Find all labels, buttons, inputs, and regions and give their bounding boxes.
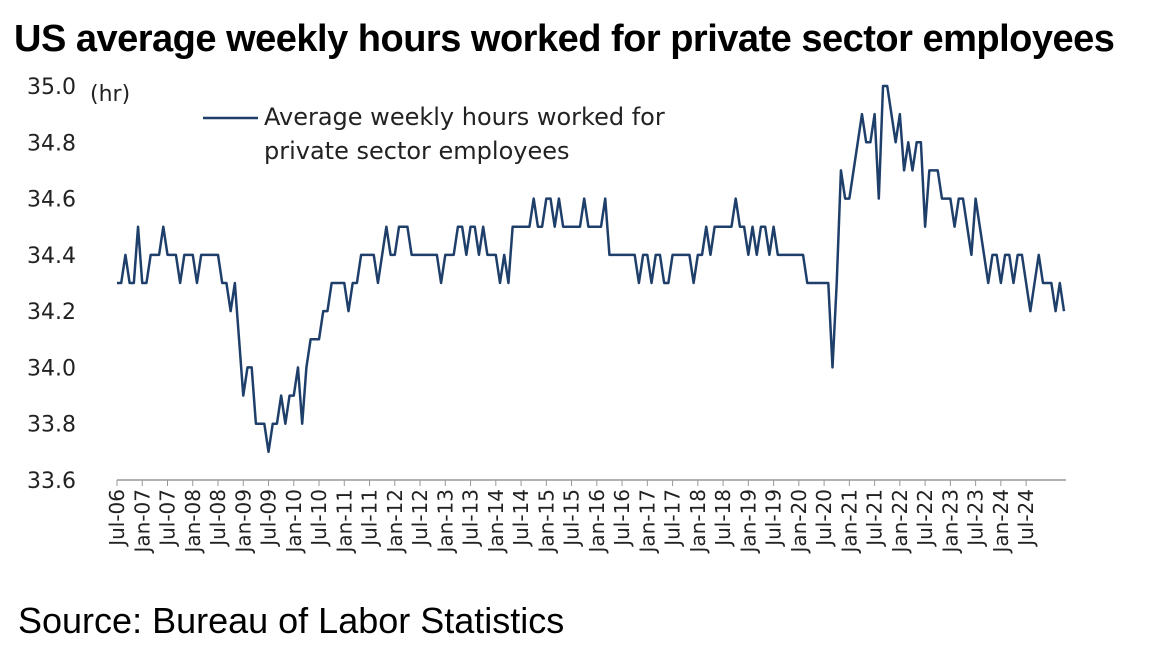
source-note: Source: Bureau of Labor Statistics [18,600,565,641]
x-tick-label: Jan-24 [989,489,1013,555]
y-tick-label: 33.6 [27,469,76,494]
x-tick-label: Jan-13 [433,489,457,555]
x-tick-label: Jul-23 [964,489,988,548]
x-tick-label: Jul-12 [408,489,432,548]
x-tick-label: Jul-15 [560,489,584,548]
x-tick-label: Jan-14 [484,489,508,555]
x-tick-label: Jul-10 [307,489,331,548]
x-axis: Jul-06 Jan-07 Jul-07 Jan-08 Jul-08 Jan-09 Jul-… [105,479,1066,555]
x-tick-label: Jul-08 [206,489,230,548]
x-tick-label: Jul-09 [257,489,281,548]
y-tick-label: 34.6 [27,188,76,213]
x-tick-label: Jan-07 [130,489,154,555]
x-tick-label: Jul-11 [358,489,382,548]
x-tick-label: Jan-15 [534,489,558,555]
x-tick-label: Jul-06 [105,489,129,548]
x-tick-label: Jan-18 [686,489,710,555]
x-tick-label: Jan-22 [888,489,912,555]
x-tick-label: Jul-13 [459,489,483,548]
x-tick-label: Jan-08 [181,489,205,555]
x-tick-label: Jan-10 [282,489,306,555]
legend: Average weekly hours worked for private … [203,103,665,165]
x-tick-label: Jan-19 [736,489,760,555]
y-tick-label: 35.0 [27,75,76,100]
x-tick-label: Jan-23 [938,489,962,555]
y-axis: 35.0 34.8 34.6 34.4 34.2 34.0 33.8 33.6 [27,75,76,494]
y-tick-label: 34.4 [27,244,76,269]
x-tick-label: Jul-17 [661,489,685,548]
x-tick-label: Jul-22 [913,489,937,548]
legend-label-line-1: Average weekly hours worked for [264,103,665,131]
x-tick-label: Jan-17 [635,489,659,555]
x-tick-label: Jan-11 [332,489,356,555]
x-tick-label: Jul-14 [509,489,533,548]
x-tick-label: Jan-21 [837,489,861,555]
x-tick-label: Jul-20 [812,489,836,548]
y-tick-label: 34.8 [27,131,76,156]
y-axis-unit-label: (hr) [90,82,130,107]
x-tick-label: Jan-20 [787,489,811,555]
series-line [117,84,1066,454]
x-tick-label: Jan-16 [585,489,609,555]
x-tick-label: Jul-21 [863,489,887,548]
legend-label-line-2: private sector employees [264,137,570,165]
y-tick-label: 34.2 [27,300,76,325]
x-tick-label: Jan-12 [383,489,407,555]
x-tick-label: Jan-09 [231,489,255,555]
x-tick-label: Jul-16 [610,489,634,548]
x-tick-label: Jul-19 [762,489,786,548]
y-tick-label: 33.8 [27,413,76,438]
chart-title: US average weekly hours worked for priva… [14,18,1115,60]
y-tick-label: 34.0 [27,356,76,381]
x-tick-label: Jul-24 [1014,489,1038,548]
x-tick-label: Jul-18 [711,489,735,548]
x-tick-label: Jul-07 [156,489,180,548]
